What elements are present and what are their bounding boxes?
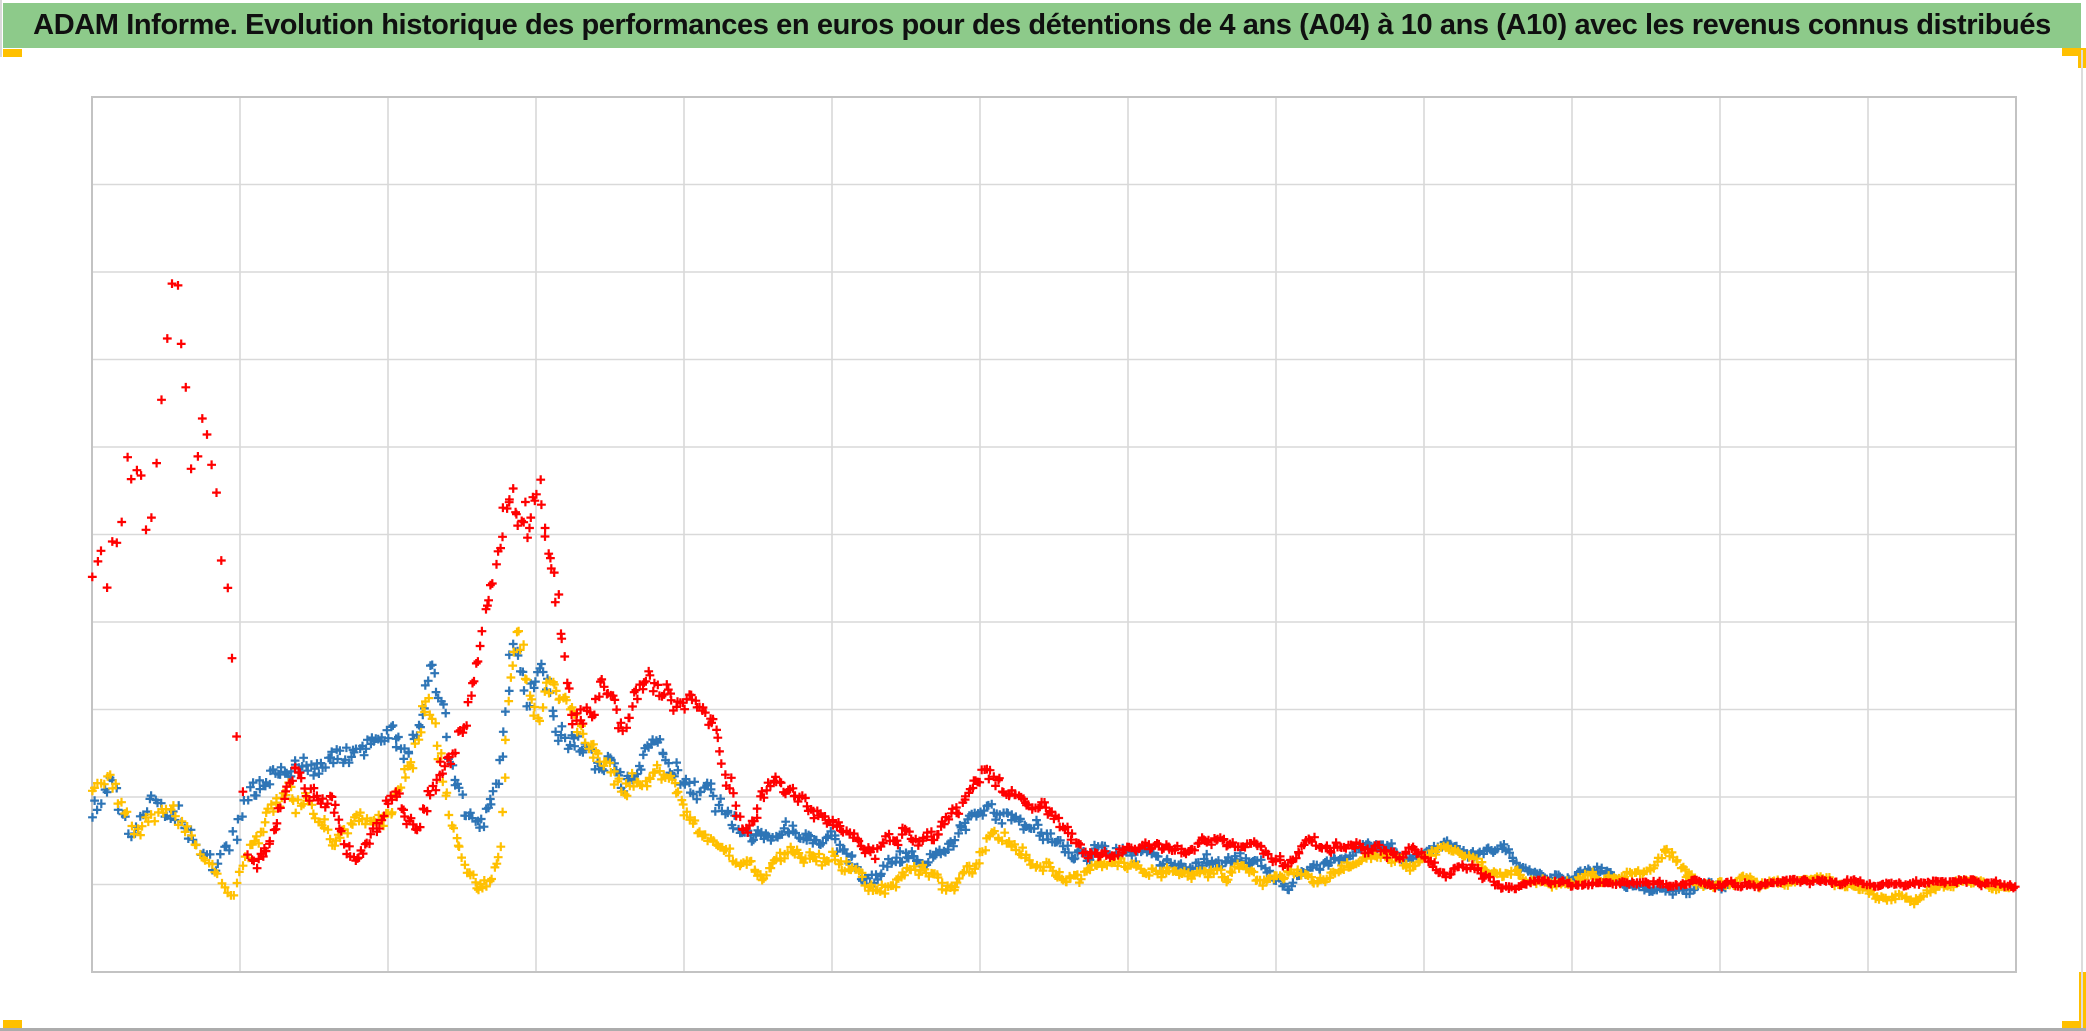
series-blue [88,639,1730,899]
series-red [87,279,2020,894]
selection-handle-top-right-horizontal [2062,48,2086,56]
series-yellow [88,626,2015,909]
selection-handle-top-left [3,49,22,57]
right-edge-line [2081,50,2083,1028]
plot-border [91,96,2017,973]
left-edge-line [0,0,2,57]
selection-handle-bottom-right-horizontal [2062,1021,2086,1028]
bottom-divider-line [0,1028,2086,1031]
title-bar: ADAM Informe. Evolution historique des p… [3,3,2081,48]
page-title: ADAM Informe. Evolution historique des p… [33,9,2051,41]
plot-gridlines [92,97,2016,972]
selection-handle-bottom-left [3,1020,22,1028]
